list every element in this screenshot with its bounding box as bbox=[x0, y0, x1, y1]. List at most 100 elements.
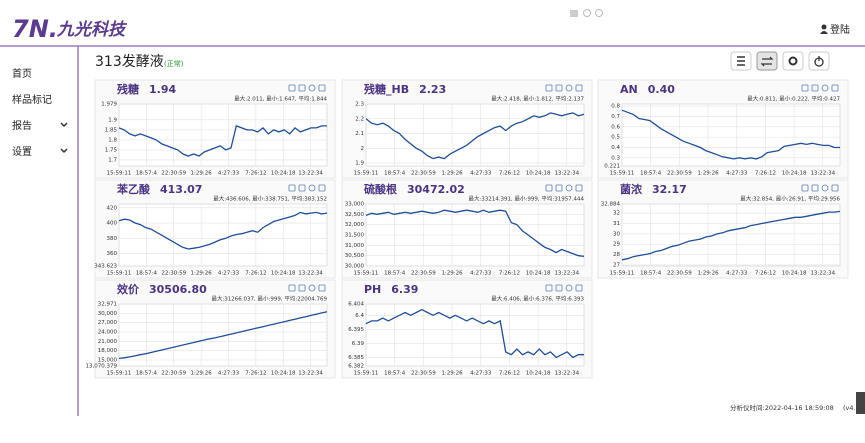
x-tick-label: 18:57:4 bbox=[384, 371, 406, 377]
panel-tool[interactable] bbox=[545, 284, 553, 292]
y-tick-label: 32,500 bbox=[345, 212, 365, 218]
panel-tool[interactable] bbox=[288, 184, 296, 192]
panel-tool[interactable] bbox=[821, 84, 829, 92]
panel-tool[interactable] bbox=[801, 84, 809, 92]
series-line bbox=[365, 112, 585, 160]
panel-tool[interactable] bbox=[298, 284, 306, 292]
x-tick-label: 1:29:26 bbox=[441, 271, 463, 277]
x-tick-label: 4:27:33 bbox=[470, 271, 492, 277]
y-tick-label: 1.979 bbox=[101, 102, 117, 108]
y-tick-label: 18,000 bbox=[98, 348, 118, 354]
panel-tool[interactable] bbox=[555, 184, 563, 192]
panel-tool[interactable] bbox=[318, 284, 326, 292]
x-tick-label: 15:59:11 bbox=[354, 371, 379, 377]
y-tick-label: 2.1 bbox=[355, 131, 364, 137]
x-tick-label: 18:57:4 bbox=[136, 271, 158, 277]
chart-panel: 菌浓 32.17 最大:32.854, 最小:26.91, 平均:29.956 27 2… bbox=[597, 179, 849, 279]
top-icon[interactable] bbox=[583, 9, 591, 17]
top-icon[interactable] bbox=[595, 9, 603, 17]
icon bbox=[737, 56, 745, 66]
panel-tool[interactable] bbox=[565, 284, 573, 292]
series-line bbox=[118, 125, 327, 157]
panel-tool[interactable] bbox=[308, 284, 316, 292]
y-tick-label: 0.6 bbox=[611, 124, 620, 130]
panel-tool[interactable] bbox=[308, 84, 316, 92]
y-tick-label: 0.7 bbox=[611, 114, 620, 120]
y-tick-label: 0.221 bbox=[604, 164, 620, 170]
plot-area bbox=[118, 103, 328, 167]
panel-tool[interactable] bbox=[811, 184, 819, 192]
plot-area bbox=[118, 303, 328, 367]
y-tick-label: 1.85 bbox=[105, 127, 118, 133]
x-tick-label: 15:59:11 bbox=[354, 171, 379, 177]
panel-tool[interactable] bbox=[288, 284, 296, 292]
settings-button[interactable] bbox=[782, 51, 804, 71]
nav-item[interactable]: 报告 bbox=[12, 119, 32, 132]
panel-tool[interactable] bbox=[555, 284, 563, 292]
y-tick-label: 2.3 bbox=[355, 102, 364, 108]
panel-tool[interactable] bbox=[575, 284, 583, 292]
nav-item[interactable]: 样品标记 bbox=[12, 93, 52, 106]
x-tick-label: 15:59:11 bbox=[107, 171, 132, 177]
panel-tool[interactable] bbox=[545, 84, 553, 92]
panel-tool[interactable] bbox=[831, 84, 839, 92]
panel-tool[interactable] bbox=[545, 184, 553, 192]
x-tick-label: 18:57:4 bbox=[136, 371, 158, 377]
x-tick-label: 18:57:4 bbox=[640, 171, 662, 177]
x-tick-label: 15:59:11 bbox=[610, 171, 635, 177]
panel-tool[interactable] bbox=[565, 84, 573, 92]
y-tick-label: 0.3 bbox=[611, 155, 620, 161]
y-tick-label: 6.382 bbox=[348, 364, 364, 370]
x-tick-label: 22:30:59 bbox=[667, 271, 692, 277]
y-tick-label: 32.884 bbox=[601, 202, 621, 208]
y-tick-label: 27 bbox=[613, 262, 620, 268]
x-tick-label: 13:22:34 bbox=[810, 271, 835, 277]
panel-tool[interactable] bbox=[298, 84, 306, 92]
panel-tool[interactable] bbox=[318, 84, 326, 92]
panel-tool[interactable] bbox=[288, 84, 296, 92]
panel-tool[interactable] bbox=[575, 84, 583, 92]
nav-item[interactable]: 首页 bbox=[12, 67, 32, 80]
panel-tool[interactable] bbox=[555, 84, 563, 92]
x-tick-label: 7:26:12 bbox=[245, 271, 266, 277]
panel-tool[interactable] bbox=[801, 184, 809, 192]
user-icon bbox=[820, 31, 828, 34]
x-tick-label: 18:57:4 bbox=[384, 271, 406, 277]
y-tick-label: 30,000 bbox=[98, 311, 118, 317]
panel-tool[interactable] bbox=[575, 184, 583, 192]
x-tick-label: 4:27:33 bbox=[218, 171, 240, 177]
y-tick-label: 32,971 bbox=[98, 302, 117, 308]
panel-tool[interactable] bbox=[318, 184, 326, 192]
switch-button[interactable] bbox=[756, 51, 778, 71]
y-tick-label: 0.8 bbox=[611, 104, 620, 110]
y-tick-label: 31,000 bbox=[345, 243, 365, 249]
nav-item[interactable]: 设置 bbox=[12, 146, 32, 158]
icon bbox=[760, 56, 774, 67]
stats: 最大:0.811, 最小:0.222, 平均:0.427 bbox=[747, 95, 840, 103]
x-tick-label: 7:26:12 bbox=[245, 171, 266, 177]
x-tick-label: 10:24:18 bbox=[271, 271, 296, 277]
y-tick-label: 33,000 bbox=[345, 202, 365, 208]
panel-tool[interactable] bbox=[298, 184, 306, 192]
y-tick-label: 0.5 bbox=[611, 135, 620, 141]
panel-tool[interactable] bbox=[308, 184, 316, 192]
y-tick-label: 6.39 bbox=[352, 341, 365, 347]
y-tick-label: 0.4 bbox=[611, 145, 620, 151]
current-value: 413.07 bbox=[160, 183, 202, 196]
panel-tool[interactable] bbox=[811, 84, 819, 92]
panel-tool[interactable] bbox=[565, 184, 573, 192]
y-tick-label: 31 bbox=[613, 221, 620, 227]
side-tab[interactable] bbox=[856, 392, 865, 414]
x-tick-label: 15:59:11 bbox=[610, 271, 635, 277]
x-tick-label: 22:30:59 bbox=[411, 171, 436, 177]
panel-tool[interactable] bbox=[831, 184, 839, 192]
y-tick-label: 13,070.379 bbox=[86, 364, 118, 370]
login[interactable]: 登陆 bbox=[830, 23, 850, 36]
panel-tool[interactable] bbox=[821, 184, 829, 192]
top-icon[interactable] bbox=[570, 10, 578, 17]
x-tick-label: 18:57:4 bbox=[640, 271, 662, 277]
chart-title: 硫酸根 bbox=[364, 182, 398, 196]
x-tick-label: 15:59:11 bbox=[107, 271, 132, 277]
